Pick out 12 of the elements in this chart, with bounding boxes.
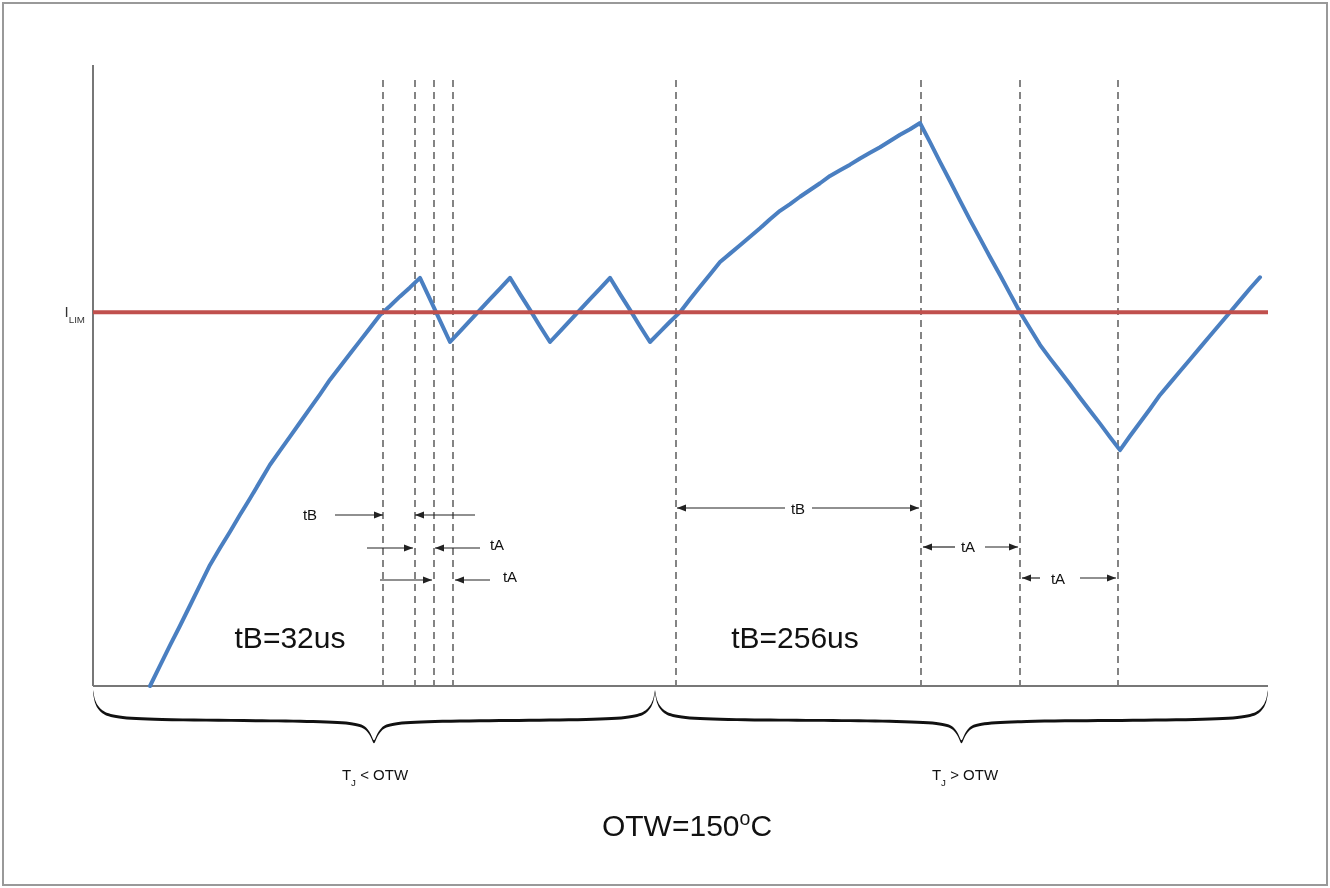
annotation: tB: [302, 506, 318, 523]
annotation: tA: [960, 538, 976, 555]
text: T$_{J}$ < OTW: [341, 766, 409, 788]
text: T$_{J}$ > OTW: [931, 766, 999, 788]
annotation: tA: [502, 568, 518, 585]
annotation: tB: [790, 500, 806, 517]
annotation: tA: [489, 536, 505, 553]
text: OTW=150$^{o}$C: [601, 807, 773, 842]
annotation: tB=32us: [234, 621, 346, 654]
annotation: tB=256us: [731, 621, 859, 654]
annotation: tA: [1050, 570, 1066, 587]
ref-line-label: I$_{LIM}$: [64, 303, 85, 325]
